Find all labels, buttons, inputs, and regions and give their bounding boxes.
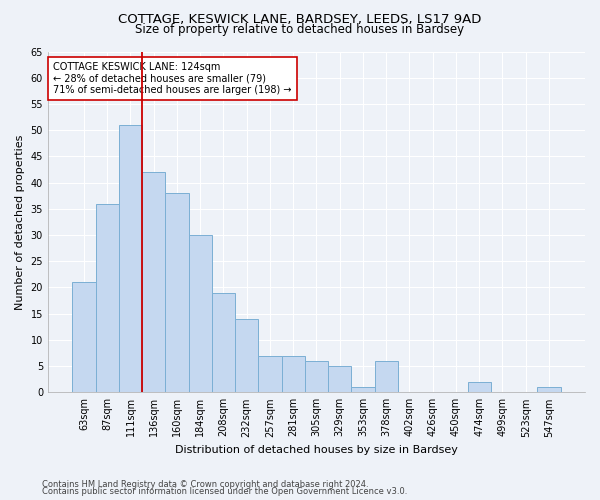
Bar [142,172,166,392]
Bar [305,361,328,392]
Bar [259,356,281,393]
X-axis label: Distribution of detached houses by size in Bardsey: Distribution of detached houses by size … [175,445,458,455]
Y-axis label: Number of detached properties: Number of detached properties [15,134,25,310]
Bar [281,356,305,393]
Bar [352,387,374,392]
Bar [467,382,491,392]
Text: Contains HM Land Registry data © Crown copyright and database right 2024.: Contains HM Land Registry data © Crown c… [42,480,368,489]
Text: COTTAGE, KESWICK LANE, BARDSEY, LEEDS, LS17 9AD: COTTAGE, KESWICK LANE, BARDSEY, LEEDS, L… [118,12,482,26]
Text: COTTAGE KESWICK LANE: 124sqm
← 28% of detached houses are smaller (79)
71% of se: COTTAGE KESWICK LANE: 124sqm ← 28% of de… [53,62,292,95]
Bar [328,366,352,392]
Bar [119,125,142,392]
Bar [95,204,119,392]
Text: Size of property relative to detached houses in Bardsey: Size of property relative to detached ho… [136,22,464,36]
Bar [538,387,560,392]
Text: Contains public sector information licensed under the Open Government Licence v3: Contains public sector information licen… [42,487,407,496]
Bar [166,193,188,392]
Bar [374,361,398,392]
Bar [235,319,259,392]
Bar [73,282,95,393]
Bar [188,235,212,392]
Bar [212,292,235,392]
